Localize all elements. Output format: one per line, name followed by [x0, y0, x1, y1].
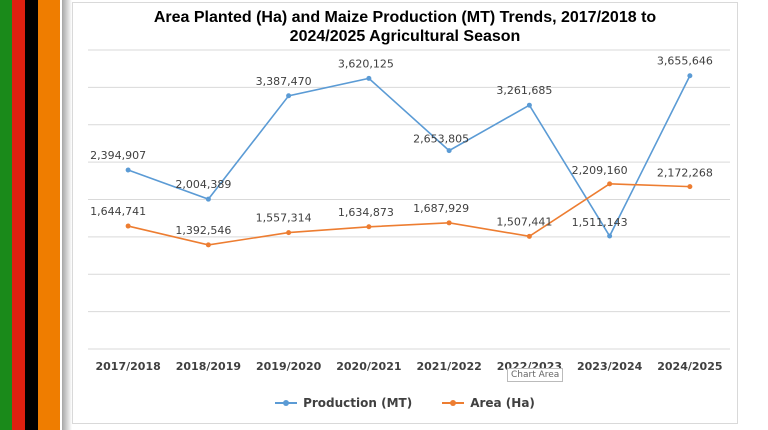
data-point: [526, 102, 532, 108]
data-label: 3,387,470: [256, 75, 312, 88]
x-tick-label: 2023/2024: [577, 360, 643, 373]
x-tick-label: 2021/2022: [417, 360, 482, 373]
flag-stripe-green: [0, 0, 12, 430]
legend-label-area: Area (Ha): [470, 396, 535, 410]
x-tick-label: 2024/2025: [657, 360, 722, 373]
x-tick-label: 2018/2019: [176, 360, 241, 373]
series-line-production: [127, 75, 691, 238]
data-label: 2,653,805: [413, 133, 469, 146]
data-label: 1,557,314: [256, 212, 312, 225]
chart-title: Area Planted (Ha) and Maize Production (…: [72, 8, 738, 46]
legend-label-production: Production (MT): [303, 396, 413, 410]
data-point: [607, 181, 613, 187]
data-label: 3,261,685: [496, 84, 552, 97]
data-label: 2,209,160: [572, 164, 628, 177]
chart-area-tooltip: Chart Area: [507, 368, 564, 382]
flag-stripe-red: [12, 0, 25, 430]
data-label: 1,644,741: [90, 205, 146, 218]
data-point: [687, 184, 693, 190]
flag-stripe-orange: [38, 0, 60, 430]
data-point: [205, 196, 211, 202]
data-label: 2,172,268: [657, 167, 713, 180]
data-point: [125, 167, 131, 173]
data-label: 1,507,441: [496, 215, 552, 228]
data-label: 1,511,143: [572, 216, 628, 229]
data-point: [366, 75, 372, 81]
data-point: [687, 73, 693, 79]
data-point: [366, 224, 372, 230]
data-point: [607, 233, 613, 239]
series-line-area: [127, 183, 690, 246]
legend-item-production[interactable]: Production (MT): [275, 396, 412, 410]
data-label: 2,394,907: [90, 149, 146, 162]
chart-title-line1: Area Planted (Ha) and Maize Production (…: [153, 9, 657, 26]
legend-swatch-production: [275, 398, 298, 408]
chart-area[interactable]: [72, 2, 738, 424]
legend-item-area[interactable]: Area (Ha): [442, 396, 535, 410]
chart-title-line2: 2024/2025 Agricultural Season: [289, 28, 521, 45]
x-tick-label: 2019/2020: [256, 360, 322, 373]
x-tick-label: 2017/2018: [96, 360, 161, 373]
data-point: [125, 223, 131, 229]
flag-shadow: [62, 0, 72, 430]
data-point: [526, 233, 532, 239]
data-point: [286, 230, 292, 236]
data-point: [446, 148, 452, 154]
legend-swatch-area: [442, 398, 465, 408]
data-label: 1,634,873: [338, 206, 394, 219]
x-tick-label: 2020/2021: [336, 360, 401, 373]
data-label: 1,687,929: [413, 202, 469, 215]
data-label: 3,655,646: [657, 55, 713, 68]
data-label: 3,620,125: [338, 57, 394, 70]
data-point: [205, 242, 211, 248]
flag-stripe-black: [25, 0, 38, 430]
data-label: 1,392,546: [175, 224, 231, 237]
chart-legend: Production (MT) Area (Ha): [72, 396, 738, 410]
data-point: [286, 93, 292, 99]
data-label: 2,004,389: [175, 178, 231, 191]
data-point: [446, 220, 452, 226]
flag-stripes: [0, 0, 60, 430]
